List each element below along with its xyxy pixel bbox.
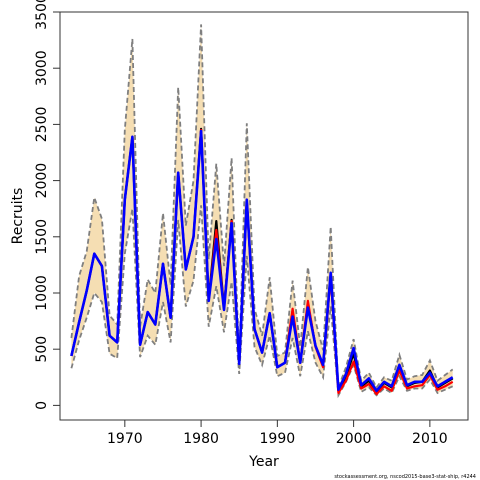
x-tick-label-1980: 1980 bbox=[183, 431, 219, 447]
y-axis-title: Recruits bbox=[10, 188, 26, 245]
y-tick-label-500: 500 bbox=[34, 336, 50, 363]
x-tick-label-2000: 2000 bbox=[336, 431, 372, 447]
x-axis-title: Year bbox=[248, 454, 279, 470]
confidence-band-lower-line bbox=[70, 205, 454, 399]
x-tick-label-1970: 1970 bbox=[107, 431, 143, 447]
footnote: stockassessment.org, nscod2015-base3-sta… bbox=[334, 474, 476, 480]
confidence-band-area bbox=[71, 24, 453, 396]
y-tick-label-1500: 1500 bbox=[34, 219, 50, 255]
x-axis: 1970 1980 1990 2000 2010 bbox=[107, 420, 448, 447]
x-tick-label-1990: 1990 bbox=[260, 431, 296, 447]
plot-frame bbox=[59, 11, 469, 421]
confidence-band-layer bbox=[70, 24, 454, 399]
y-tick-label-1000: 1000 bbox=[34, 275, 50, 311]
y-tick-label-0: 0 bbox=[34, 401, 50, 410]
y-tick-label-3500: 3500 bbox=[34, 0, 50, 30]
y-tick-label-3000: 3000 bbox=[34, 50, 50, 86]
series-layer bbox=[70, 127, 454, 396]
x-tick-label-2010: 2010 bbox=[412, 431, 448, 447]
y-tick-label-2000: 2000 bbox=[34, 163, 50, 199]
confidence-band-upper-line bbox=[70, 24, 454, 390]
y-tick-label-2500: 2500 bbox=[34, 107, 50, 143]
y-axis: 0 500 1000 1500 2000 2500 3000 3500 bbox=[34, 0, 60, 410]
series-line-3 bbox=[70, 129, 454, 393]
